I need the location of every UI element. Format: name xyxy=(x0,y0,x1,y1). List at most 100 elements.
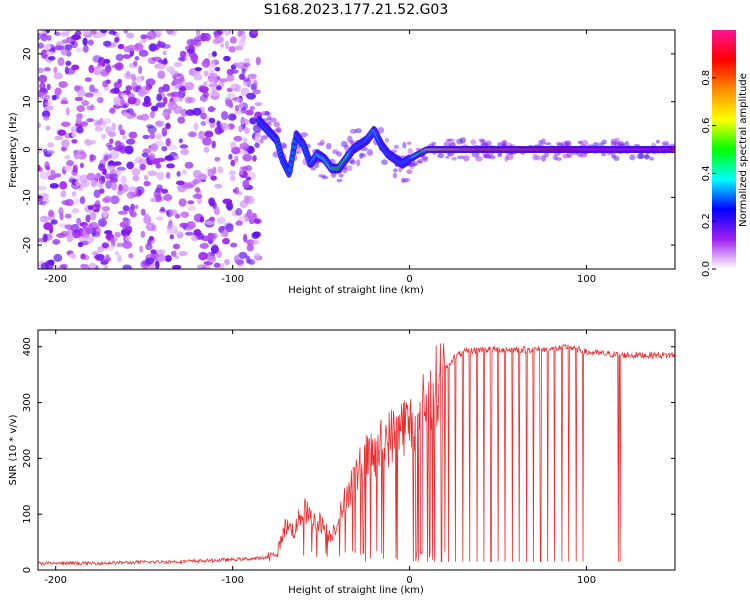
noise-cell xyxy=(53,253,63,262)
noise-cell xyxy=(174,80,183,89)
noise-cell xyxy=(50,169,56,177)
noise-cell xyxy=(114,140,122,148)
noise-cell xyxy=(38,185,47,191)
noise-cell xyxy=(59,181,68,190)
noise-cell xyxy=(149,110,155,119)
noise-cell xyxy=(47,259,55,266)
snr-x-label: Height of straight line (km) xyxy=(288,585,424,596)
noise-cell xyxy=(89,153,94,163)
noise-cell xyxy=(58,80,68,89)
trace-halo xyxy=(648,156,655,161)
noise-cell xyxy=(54,87,62,96)
noise-cell xyxy=(166,163,175,169)
noise-cell xyxy=(45,150,55,155)
noise-cell xyxy=(122,135,127,140)
noise-cell xyxy=(103,58,111,64)
noise-cell xyxy=(202,137,212,146)
noise-cell xyxy=(132,175,140,182)
noise-cell xyxy=(222,237,230,245)
noise-cell xyxy=(154,120,165,128)
noise-cell xyxy=(93,90,103,98)
noise-cell xyxy=(199,242,209,250)
noise-cell xyxy=(109,107,116,114)
noise-cell xyxy=(184,161,194,169)
noise-cell xyxy=(71,34,82,41)
noise-cell xyxy=(120,92,128,98)
noise-cell xyxy=(165,171,171,179)
noise-cell xyxy=(102,40,111,47)
noise-cell xyxy=(50,219,58,225)
noise-cell xyxy=(228,153,233,160)
noise-cell xyxy=(63,165,73,172)
noise-cell xyxy=(98,65,104,72)
trace-halo xyxy=(562,153,571,159)
noise-cell xyxy=(79,162,84,169)
noise-cell xyxy=(243,127,250,134)
noise-cell xyxy=(38,42,45,49)
noise-cell xyxy=(204,220,215,226)
y-tick-label: 20 xyxy=(22,48,33,61)
noise-cell xyxy=(218,80,225,88)
noise-cell xyxy=(87,205,94,210)
noise-cell xyxy=(216,250,222,259)
noise-cell xyxy=(226,87,233,93)
noise-cell xyxy=(149,132,156,140)
noise-cell xyxy=(172,243,181,250)
noise-cell xyxy=(234,105,240,112)
noise-cell xyxy=(125,236,132,242)
noise-cell xyxy=(226,68,234,76)
noise-cell xyxy=(143,215,152,224)
noise-cell xyxy=(45,30,51,34)
trace-halo xyxy=(538,139,543,146)
noise-cell xyxy=(178,94,183,102)
noise-cell xyxy=(161,146,168,152)
noise-cell xyxy=(173,61,183,68)
noise-cell xyxy=(162,57,168,66)
trace-halo xyxy=(482,154,491,159)
noise-cell xyxy=(250,240,260,245)
noise-cell xyxy=(53,66,58,74)
noise-cell xyxy=(191,234,199,242)
noise-cell xyxy=(102,80,109,88)
trace-halo xyxy=(407,148,413,155)
noise-cell xyxy=(193,122,199,131)
noise-cell xyxy=(107,144,114,151)
noise-cell xyxy=(168,144,178,151)
noise-cell xyxy=(165,122,171,130)
trace-halo xyxy=(385,137,390,143)
noise-cell xyxy=(117,254,122,263)
noise-cell xyxy=(116,146,124,152)
noise-cell xyxy=(57,57,65,67)
noise-cell xyxy=(241,166,249,171)
noise-cell xyxy=(42,148,48,155)
noise-cell xyxy=(216,30,224,36)
trace-halo xyxy=(544,142,552,146)
noise-cell xyxy=(242,179,250,189)
noise-cell xyxy=(85,214,91,223)
trace-halo xyxy=(342,167,348,174)
noise-cell xyxy=(254,142,260,149)
noise-cell xyxy=(224,40,230,50)
noise-cell xyxy=(178,198,187,207)
noise-cell xyxy=(145,257,155,265)
noise-cell xyxy=(39,215,49,223)
noise-cell xyxy=(84,235,95,244)
noise-cell xyxy=(148,43,158,52)
noise-cell xyxy=(43,43,52,51)
trace-halo xyxy=(336,178,343,183)
noise-cell xyxy=(165,228,172,234)
trace-halo xyxy=(393,168,398,173)
noise-cell xyxy=(143,180,150,187)
trace-halo xyxy=(613,155,620,162)
noise-cell xyxy=(208,197,215,206)
noise-cell xyxy=(40,262,49,269)
noise-cell xyxy=(64,224,73,230)
noise-cell xyxy=(239,142,250,150)
noise-cell xyxy=(47,175,56,181)
noise-cell xyxy=(249,106,255,111)
trace-halo xyxy=(592,142,600,147)
noise-cell xyxy=(126,161,134,170)
noise-cell xyxy=(237,30,242,38)
noise-cell xyxy=(139,245,144,253)
noise-cell xyxy=(165,137,171,147)
